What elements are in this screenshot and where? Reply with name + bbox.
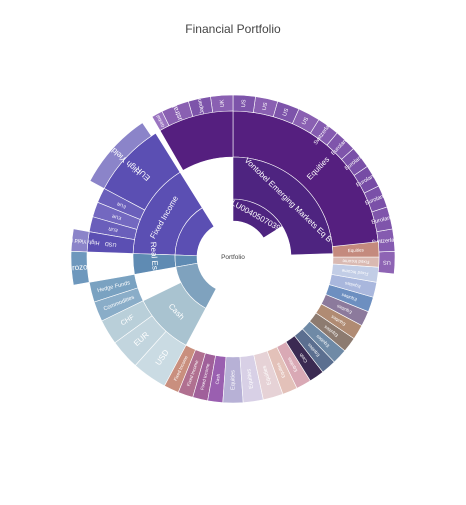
- segment-lr-cash-2[interactable]: [285, 335, 324, 382]
- segment-lr-equities-4[interactable]: [266, 346, 298, 395]
- segment-fi-eur-3[interactable]: [92, 201, 141, 230]
- segment-eq-switzerland-2[interactable]: [309, 119, 338, 146]
- segment-lr-fixed-4[interactable]: [331, 263, 379, 283]
- segment-lr-equities-3[interactable]: [253, 350, 284, 401]
- segment-cash-chf[interactable]: [101, 300, 153, 344]
- chart-title: Financial Portfolio: [185, 22, 281, 36]
- segment-eq-us-2[interactable]: [291, 108, 320, 134]
- segment-re-main[interactable]: [132, 253, 177, 275]
- segment-lr-fixed-5[interactable]: [332, 256, 380, 268]
- segment-lr-equities-8[interactable]: [309, 312, 355, 352]
- segment-eq-euroland-5[interactable]: [326, 132, 354, 160]
- segment-fi-hy-1[interactable]: [89, 122, 152, 189]
- segment-lr-equities-9[interactable]: [315, 303, 363, 340]
- segment-eq-us-1[interactable]: [377, 251, 396, 275]
- segment-cash-eur[interactable]: [114, 315, 167, 366]
- segment-lr-fixed-3[interactable]: [192, 352, 216, 402]
- segment-eq-euroland-4[interactable]: [341, 148, 368, 176]
- segment-com-main[interactable]: [93, 287, 144, 322]
- segment-eq-us-3[interactable]: [272, 100, 300, 125]
- segment-lr-cash[interactable]: [207, 355, 227, 403]
- segment-fi-eur-4[interactable]: [88, 216, 138, 240]
- segment-eq-us-4[interactable]: [252, 96, 279, 118]
- center-hole: [197, 221, 269, 293]
- center-label: Portfolio: [221, 254, 245, 261]
- segment-eq-euroland-3[interactable]: [353, 165, 380, 194]
- segment-eq-euroland-1[interactable]: [371, 206, 393, 232]
- segment-lr-equities-2[interactable]: [239, 354, 264, 403]
- segment-fi-eur-2[interactable]: [97, 188, 146, 220]
- segment-lr-eq-top[interactable]: [332, 241, 380, 258]
- segment-lr-equities-10[interactable]: [320, 294, 369, 326]
- segment-eq-us-5[interactable]: [232, 94, 256, 113]
- segment-lr-equities-6[interactable]: [294, 328, 335, 373]
- segment-eq-uk[interactable]: [210, 94, 234, 113]
- segment-lr-equities-5[interactable]: [276, 341, 311, 389]
- segment-lr-equities-7[interactable]: [302, 320, 346, 363]
- segment-lr-equities-11[interactable]: [325, 284, 374, 313]
- segment-eq-band[interactable]: [159, 110, 234, 171]
- segment-fi-hy-2[interactable]: [70, 228, 90, 253]
- segment-lr-fixed-2[interactable]: [177, 349, 206, 398]
- segment-lr-equities-1[interactable]: [222, 356, 244, 404]
- segment-eq-euroland-2[interactable]: [363, 185, 388, 213]
- segment-lr-fixed[interactable]: [164, 344, 196, 393]
- segment-lr-equities-12[interactable]: [328, 274, 378, 298]
- segment-hf-main[interactable]: [88, 274, 139, 303]
- segment-cash-usd[interactable]: [134, 330, 187, 387]
- segment-re-eurozone[interactable]: [70, 251, 90, 286]
- segment-eq-switzerland[interactable]: [376, 228, 396, 253]
